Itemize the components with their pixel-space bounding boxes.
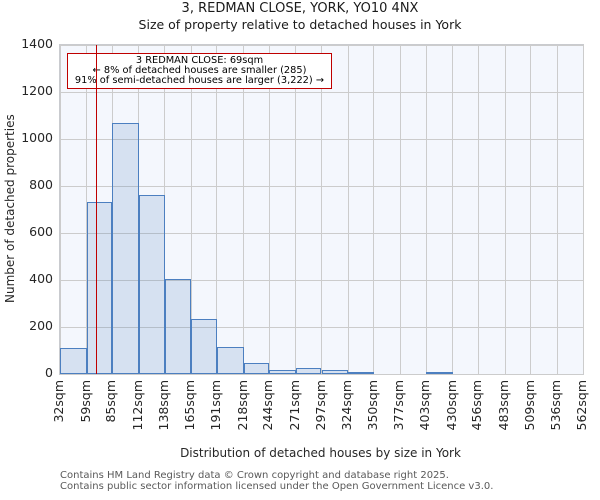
histogram-bar	[243, 363, 270, 374]
gridline-vertical	[268, 45, 270, 374]
gridline-vertical	[295, 45, 297, 374]
annotation-line-2: ← 8% of detached houses are smaller (285…	[92, 64, 307, 76]
y-tick-label: 1000	[21, 130, 53, 145]
x-tick-label: 350sqm	[364, 380, 380, 431]
gridline-vertical	[556, 45, 558, 374]
x-tick-label: 536sqm	[548, 380, 564, 431]
x-tick-label: 59sqm	[77, 380, 93, 423]
x-tick-label: 32sqm	[51, 380, 66, 423]
y-tick-label: 0	[45, 365, 53, 380]
footer-line-1: Contains HM Land Registry data © Crown c…	[60, 470, 449, 481]
y-tick-label: 200	[29, 318, 53, 333]
histogram-bar	[60, 348, 87, 374]
histogram-bar	[269, 369, 296, 374]
histogram-bar	[138, 195, 165, 374]
x-tick-label: 112sqm	[129, 380, 145, 431]
x-tick-label: 483sqm	[496, 380, 512, 431]
histogram-bar	[86, 202, 113, 374]
gridline-vertical	[190, 45, 192, 374]
x-tick-label: 244sqm	[260, 380, 276, 431]
x-tick-label: 297sqm	[312, 380, 328, 431]
y-tick-label: 1400	[21, 36, 53, 51]
x-tick-label: 138sqm	[155, 380, 171, 431]
gridline-horizontal	[60, 373, 583, 375]
gridline-vertical	[477, 45, 479, 374]
x-tick-label: 509sqm	[521, 380, 537, 431]
property-size-marker-line	[95, 45, 98, 374]
x-tick-label: 377sqm	[391, 380, 407, 431]
annotation-line-3: 91% of semi-detached houses are larger (…	[74, 75, 325, 87]
gridline-vertical	[216, 45, 218, 374]
gridline-vertical	[243, 45, 245, 374]
histogram-bar	[216, 346, 244, 374]
chart-subtitle: Size of property relative to detached ho…	[138, 17, 462, 32]
gridline-vertical	[399, 45, 401, 374]
y-tick-label: 1200	[21, 83, 53, 98]
x-tick-label: 324sqm	[339, 380, 355, 431]
histogram-bar	[191, 318, 217, 374]
chart-title: 3, REDMAN CLOSE, YORK, YO10 4NX	[181, 1, 419, 16]
gridline-vertical	[347, 45, 349, 374]
histogram-bar	[321, 369, 349, 374]
plot-area: 3 REDMAN CLOSE: 69sqm ← 8% of detached h…	[59, 44, 584, 375]
histogram-bar	[112, 122, 139, 374]
x-tick-label: 456sqm	[469, 380, 485, 431]
gridline-vertical	[452, 45, 454, 374]
x-tick-label: 218sqm	[234, 380, 250, 431]
x-tick-label: 85sqm	[103, 380, 119, 423]
gridline-vertical	[530, 45, 532, 374]
x-tick-label: 430sqm	[443, 380, 459, 431]
gridline-vertical	[59, 45, 61, 374]
gridline-vertical	[504, 45, 506, 374]
gridline-vertical	[164, 45, 166, 374]
footer-attribution: Contains HM Land Registry data © Crown c…	[60, 470, 494, 492]
gridline-vertical	[373, 45, 375, 374]
gridline-vertical	[321, 45, 322, 374]
property-annotation-box: 3 REDMAN CLOSE: 69sqm ← 8% of detached h…	[67, 53, 332, 89]
x-tick-label: 165sqm	[182, 380, 198, 431]
gridline-vertical	[582, 45, 584, 374]
footer-line-2: Contains public sector information licen…	[60, 480, 494, 492]
x-tick-label: 403sqm	[417, 380, 433, 431]
x-axis-label: Distribution of detached houses by size …	[180, 446, 461, 460]
histogram-bar	[295, 367, 322, 374]
annotation-line-1: 3 REDMAN CLOSE: 69sqm	[135, 54, 264, 66]
histogram-bar	[426, 372, 453, 374]
x-tick-label: 191sqm	[207, 380, 223, 431]
y-tick-label: 400	[29, 271, 53, 286]
x-tick-label: 271sqm	[286, 380, 302, 431]
histogram-bar	[348, 371, 374, 374]
x-tick-label: 562sqm	[574, 380, 589, 431]
y-tick-label: 600	[29, 224, 53, 239]
histogram-bar	[164, 278, 192, 374]
gridline-vertical	[425, 45, 427, 374]
y-tick-label: 800	[29, 177, 53, 192]
